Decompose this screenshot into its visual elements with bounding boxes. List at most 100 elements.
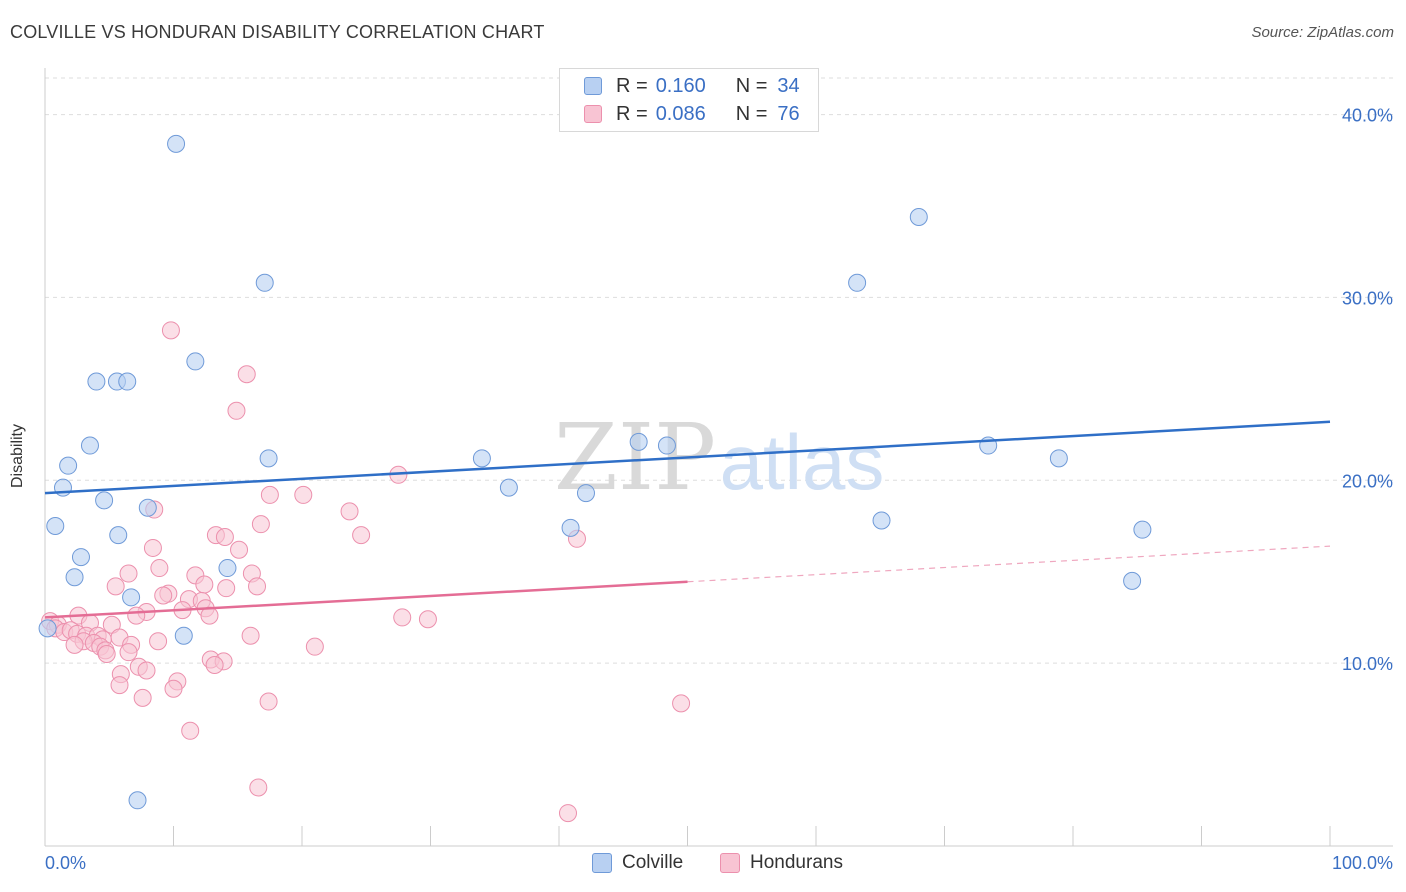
colville-point	[95, 491, 114, 510]
honduran-point	[137, 661, 156, 680]
colville-point	[109, 526, 128, 545]
honduran-point	[119, 643, 138, 662]
colville-point	[38, 619, 57, 638]
honduran-point	[227, 401, 246, 420]
x-tick-label-min: 0.0%	[45, 853, 86, 873]
honduran-point	[558, 804, 577, 823]
honduran-point	[133, 688, 152, 707]
bottom-legend-hondurans: Hondurans	[720, 852, 843, 874]
colville-point	[59, 456, 78, 475]
hondurans-n-label: N =	[735, 102, 768, 125]
colville-swatch	[584, 77, 602, 95]
honduran-point	[215, 527, 234, 546]
colville-point	[65, 568, 84, 587]
watermark-atlas: atlas	[720, 418, 885, 506]
colville-point	[138, 498, 157, 517]
colville-point	[576, 484, 595, 503]
colville-point	[657, 436, 676, 455]
hondurans-n-value: 76	[777, 102, 800, 125]
colville-point	[1133, 520, 1152, 539]
colville-point	[218, 559, 237, 578]
colville-n-value: 34	[777, 74, 800, 97]
honduran-point	[154, 586, 173, 605]
honduran-point	[259, 692, 278, 711]
chart-title: COLVILLE VS HONDURAN DISABILITY CORRELAT…	[10, 22, 545, 42]
colville-legend-swatch	[592, 853, 612, 873]
honduran-point	[164, 679, 183, 698]
honduran-point	[119, 564, 138, 583]
colville-point	[629, 432, 648, 451]
honduran-point	[65, 635, 84, 654]
colville-point	[1049, 449, 1068, 468]
source-label: Source: ZipAtlas.com	[1251, 24, 1394, 41]
honduran-point	[249, 778, 268, 797]
watermark: ZIP atlas	[554, 404, 884, 511]
honduran-point	[97, 645, 116, 663]
honduran-point	[352, 526, 371, 545]
colville-point	[46, 517, 65, 535]
honduran-point	[149, 632, 168, 651]
trend-lines	[44, 420, 1331, 619]
hondurans-swatch	[584, 105, 602, 123]
honduran-point	[150, 559, 169, 578]
hondurans-r-value: 0.086	[655, 102, 706, 125]
honduran-point	[106, 577, 125, 596]
hondurans-trend-line-dashed	[687, 545, 1331, 583]
honduran-point	[161, 321, 180, 340]
colville-point	[122, 588, 141, 607]
honduran-point	[248, 577, 267, 596]
honduran-point	[237, 365, 256, 384]
colville-point	[174, 626, 193, 645]
colville-point	[1123, 571, 1142, 590]
honduran-point	[181, 721, 200, 740]
honduran-point	[127, 606, 146, 625]
colville-point	[80, 436, 99, 455]
honduran-point	[217, 579, 236, 598]
honduran-point	[195, 575, 214, 594]
colville-point	[872, 511, 891, 530]
honduran-point	[393, 608, 412, 627]
colville-point	[255, 273, 274, 292]
colville-point	[118, 372, 137, 391]
colville-points	[38, 134, 1152, 810]
colville-point	[259, 449, 278, 468]
colville-n-label: N =	[735, 74, 768, 97]
colville-legend-label: Colville	[622, 852, 684, 873]
colville-r-value: 0.160	[655, 74, 706, 97]
honduran-point	[143, 538, 162, 557]
hondurans-legend-label: Hondurans	[750, 852, 843, 873]
colville-point	[167, 134, 186, 153]
honduran-point	[260, 485, 279, 504]
stats-legend: R = 0.160 N = 34 R = 0.086 N = 76	[559, 68, 819, 132]
honduran-point	[110, 676, 129, 695]
honduran-point	[672, 694, 691, 713]
honduran-point	[305, 637, 324, 656]
y-tick-label: 20.0%	[1342, 471, 1393, 491]
honduran-point	[230, 540, 249, 559]
y-tick-label: 40.0%	[1342, 106, 1393, 126]
colville-point	[561, 518, 580, 537]
colville-r-label: R =	[616, 74, 648, 97]
axes	[44, 68, 1393, 847]
colville-point	[909, 207, 928, 226]
colville-point	[472, 449, 491, 468]
y-tick-label: 10.0%	[1342, 654, 1393, 674]
hondurans-trend-line-solid	[44, 580, 688, 619]
tick-labels: 10.0% 20.0% 30.0% 40.0% 0.0% 100.0%	[45, 106, 1393, 873]
legend-row-hondurans: R = 0.086 N = 76	[584, 102, 800, 126]
colville-point	[87, 372, 106, 391]
honduran-point	[418, 610, 437, 629]
bottom-legend-colville: Colville	[592, 852, 683, 874]
honduran-point	[294, 485, 313, 504]
honduran-point	[241, 626, 260, 645]
honduran-point	[340, 502, 359, 521]
colville-point	[186, 352, 205, 371]
colville-point	[71, 548, 90, 567]
honduran-point	[205, 655, 224, 674]
hondurans-points	[41, 321, 691, 823]
colville-trend-line	[44, 420, 1331, 495]
x-tick-label-max: 100.0%	[1332, 853, 1393, 873]
colville-point	[128, 791, 147, 810]
colville-point	[848, 273, 867, 292]
